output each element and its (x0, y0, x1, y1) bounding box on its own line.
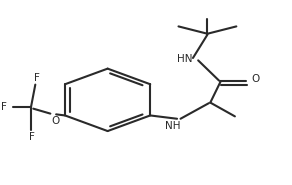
Text: F: F (34, 73, 40, 83)
Text: F: F (29, 132, 35, 142)
Text: HN: HN (177, 54, 192, 64)
Text: F: F (1, 102, 7, 112)
Text: O: O (51, 116, 60, 126)
Text: O: O (252, 74, 260, 84)
Text: NH: NH (165, 121, 180, 131)
